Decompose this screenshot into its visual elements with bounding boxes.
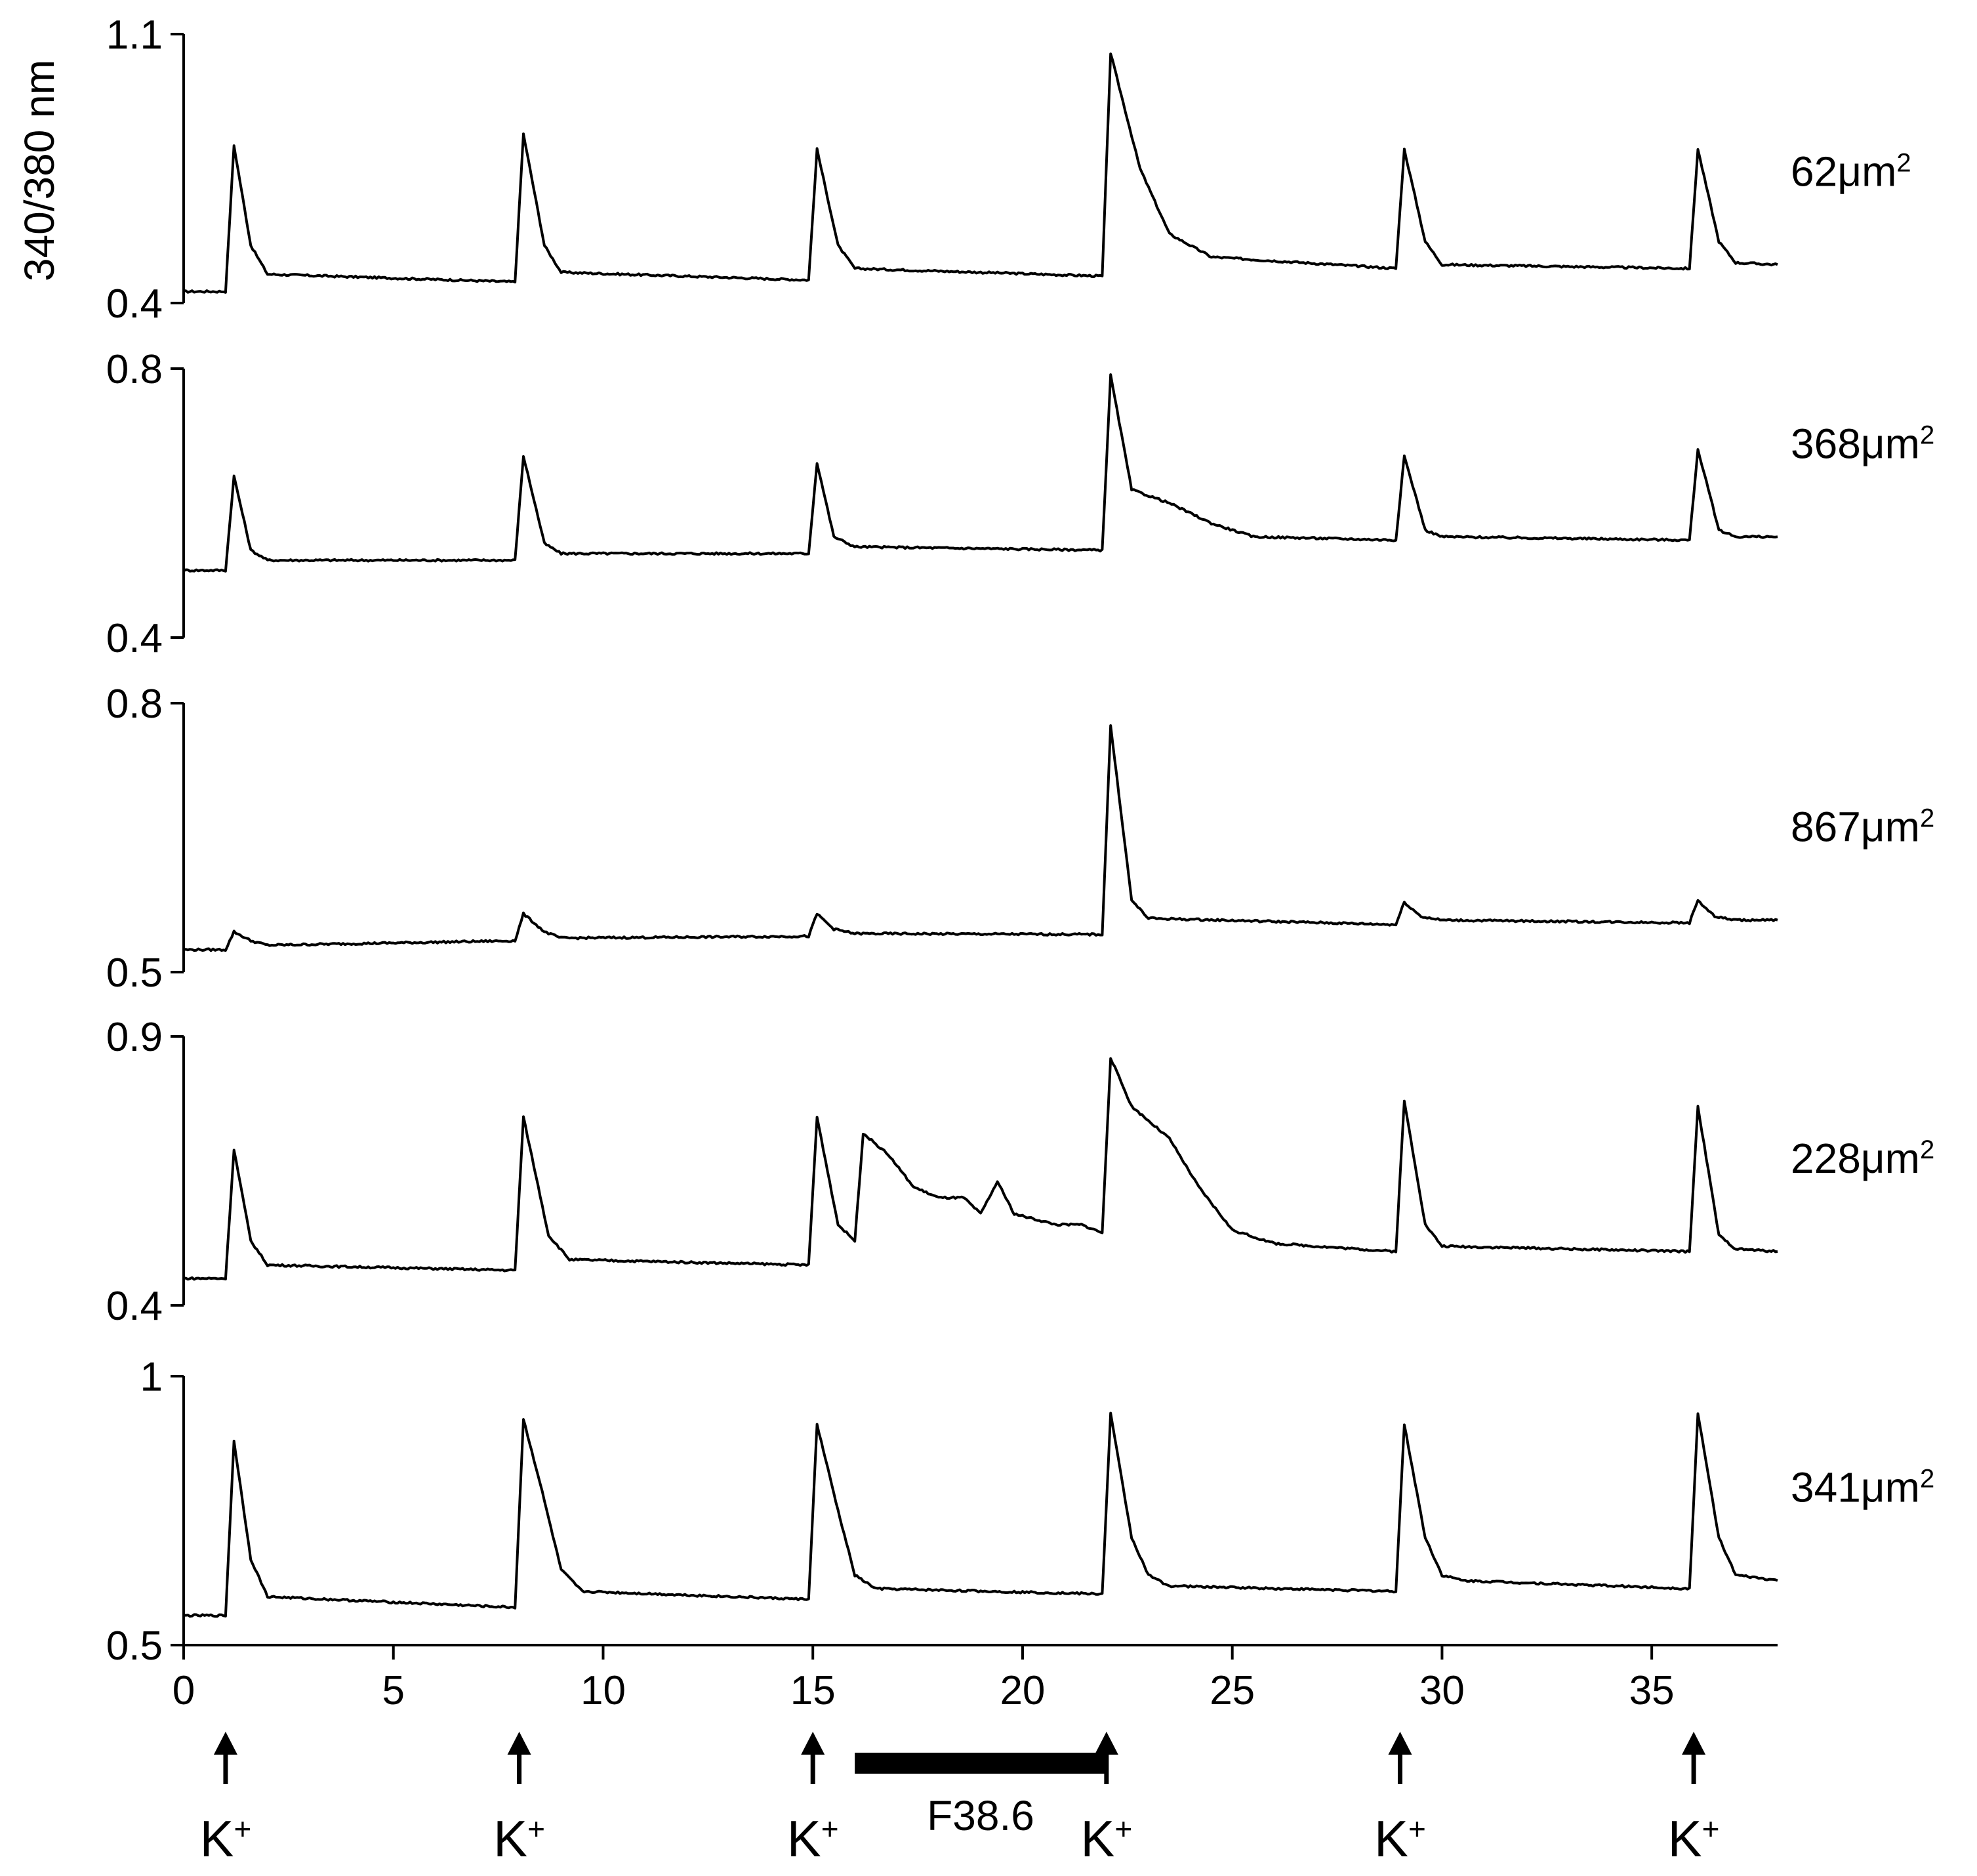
y-tick-label: 0.4 — [106, 616, 163, 661]
stimulus-arrow-icon — [801, 1732, 825, 1755]
stimulus-marker: K+ — [1080, 1732, 1132, 1867]
stimulus-arrow-icon — [213, 1732, 237, 1755]
panel-4: 0.4 0.9 228μm2 — [106, 1015, 1934, 1329]
x-tick-label: 15 — [790, 1668, 836, 1713]
x-tick-label: 5 — [382, 1668, 404, 1713]
trace-line — [183, 724, 1778, 952]
y-tick-label: 0.9 — [106, 1015, 163, 1060]
x-tick-label: 35 — [1629, 1668, 1675, 1713]
trace-line — [183, 1412, 1778, 1618]
panel-1: 0.4 1.1 62μm2 — [106, 12, 1911, 327]
y-tick-label: 0.5 — [106, 1623, 163, 1669]
y-axis-label: 340/380 nm — [16, 60, 63, 281]
panel-2: 0.4 0.8 368μm2 — [106, 347, 1934, 661]
x-tick-label: 10 — [581, 1668, 626, 1713]
stimulus-marker: K+ — [787, 1732, 839, 1867]
trace-panels: 0.41.162μm20.40.8368μm20.50.8867μm20.40.… — [106, 12, 1934, 1669]
y-tick-label: 0.8 — [106, 682, 163, 727]
stimulus-marker: K+ — [199, 1732, 251, 1867]
trace-line — [183, 1057, 1778, 1281]
y-tick-label: 0.8 — [106, 347, 163, 392]
stimulus-arrow-icon — [1388, 1732, 1412, 1755]
stimulus-marker: K+ — [1374, 1732, 1426, 1867]
y-tick-label: 1.1 — [106, 12, 163, 58]
trace-line — [182, 373, 1778, 573]
stimulus-marker: K+ — [493, 1732, 545, 1867]
panel-area-label: 867μm2 — [1791, 804, 1934, 851]
drug-application: F38.6 — [855, 1753, 1107, 1839]
trace-line — [183, 52, 1778, 294]
panel-area-label: 228μm2 — [1791, 1135, 1934, 1182]
stimulus-label: K+ — [493, 1810, 545, 1867]
time-axis: 0 5 10 15 20 25 30 35 — [173, 1644, 1778, 1713]
y-tick-label: 0.4 — [106, 1284, 163, 1329]
stimulus-markers: K+ K+ K+ K+ K+ K+ — [199, 1732, 1720, 1867]
stimulus-arrow-icon — [507, 1732, 531, 1755]
stimulus-arrow-icon — [1682, 1732, 1706, 1755]
y-tick-label: 0.5 — [106, 950, 163, 996]
y-tick-label: 0.4 — [106, 281, 163, 327]
x-tick-label: 30 — [1419, 1668, 1465, 1713]
panel-5: 0.5 1 341μm2 — [106, 1355, 1934, 1669]
drug-application-label: F38.6 — [927, 1792, 1034, 1839]
panel-area-label: 341μm2 — [1791, 1464, 1934, 1511]
stimulus-label: K+ — [199, 1810, 251, 1867]
drug-application-bar — [855, 1753, 1107, 1774]
x-tick-label: 25 — [1210, 1668, 1255, 1713]
x-tick-label: 20 — [1000, 1668, 1045, 1713]
panel-area-label: 62μm2 — [1791, 148, 1911, 195]
panel-3: 0.5 0.8 867μm2 — [106, 682, 1934, 996]
stimulus-label: K+ — [1668, 1810, 1720, 1867]
panel-area-label: 368μm2 — [1791, 420, 1934, 467]
stimulus-label: K+ — [1374, 1810, 1426, 1867]
stimulus-arrow-icon — [1094, 1732, 1118, 1755]
y-tick-label: 1 — [140, 1355, 163, 1400]
stimulus-label: K+ — [787, 1810, 839, 1867]
x-tick-label: 0 — [173, 1668, 195, 1713]
stimulus-label: K+ — [1080, 1810, 1132, 1867]
stimulus-marker: K+ — [1668, 1732, 1720, 1867]
